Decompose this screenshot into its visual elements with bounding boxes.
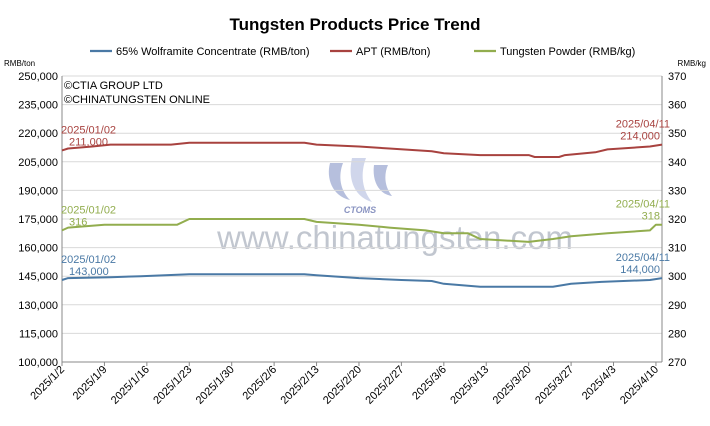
- annotation-value: 143,000: [69, 266, 109, 278]
- annotation-date: 2025/01/02: [61, 254, 116, 266]
- left-axis-unit: RMB/ton: [4, 59, 35, 68]
- right-axis-unit: RMB/kg: [678, 59, 706, 68]
- legend-label: Tungsten Powder (RMB/kg): [500, 46, 635, 58]
- left-tick-label: 100,000: [18, 357, 58, 369]
- left-tick-label: 190,000: [18, 185, 58, 197]
- series-line: [61, 218, 662, 243]
- series-line: [61, 273, 663, 288]
- legend: 65% Wolframite Concentrate (RMB/ton) APT …: [90, 46, 635, 58]
- legend-item: APT (RMB/ton): [330, 46, 430, 58]
- annotation-value: 214,000: [620, 131, 660, 143]
- left-tick-label: 160,000: [18, 243, 58, 255]
- annotation-value: 316: [69, 216, 87, 228]
- left-tick-label: 205,000: [18, 157, 58, 169]
- annotation-date: 2025/01/02: [61, 124, 116, 136]
- annotation-date: 2025/04/11: [616, 252, 670, 264]
- ctoms-logo-text: CTOMS: [344, 205, 376, 215]
- legend-item: 65% Wolframite Concentrate (RMB/ton): [90, 46, 310, 58]
- right-tick-label: 340: [668, 157, 686, 169]
- annotation-value: 144,000: [620, 264, 660, 276]
- left-tick-label: 145,000: [18, 271, 58, 283]
- annotation-value: 318: [642, 211, 660, 223]
- legend-label: APT (RMB/ton): [356, 46, 430, 58]
- left-tick-label: 130,000: [18, 300, 58, 312]
- left-axis-ticks: 100,000 115,000 130,000 145,000 160,000 175,0…: [18, 71, 58, 369]
- annotation-value: 211,000: [69, 136, 108, 148]
- left-tick-label: 235,000: [18, 100, 58, 112]
- legend-label: 65% Wolframite Concentrate (RMB/ton): [116, 46, 310, 58]
- series-lines: [61, 141, 663, 288]
- annotation-date: 2025/04/11: [616, 199, 670, 211]
- copyright-line-1: ©CTIA GROUP LTD: [64, 80, 163, 92]
- legend-item: Tungsten Powder (RMB/kg): [474, 46, 635, 58]
- left-tick-label: 175,000: [18, 214, 58, 226]
- right-tick-label: 300: [668, 271, 686, 283]
- right-tick-label: 290: [668, 300, 686, 312]
- right-tick-label: 330: [668, 185, 686, 197]
- chart-title: Tungsten Products Price Trend: [230, 15, 481, 34]
- annotation-date: 2025/04/11: [616, 119, 670, 131]
- right-tick-label: 320: [668, 214, 686, 226]
- watermark-url: www.chinatungsten.com: [216, 219, 573, 256]
- right-axis-ticks: 270 280 290 300 310 320 330 340 350 360 370: [668, 71, 686, 369]
- right-tick-label: 270: [668, 357, 686, 369]
- watermark: CTOMS www.chinatungsten.com: [216, 158, 573, 256]
- right-tick-label: 370: [668, 71, 686, 83]
- annotation-date: 2025/01/02: [61, 204, 116, 216]
- right-tick-label: 280: [668, 328, 686, 340]
- right-tick-label: 350: [668, 128, 686, 140]
- right-tick-label: 360: [668, 100, 686, 112]
- ctoms-logo: CTOMS: [328, 158, 392, 215]
- right-tick-label: 310: [668, 243, 686, 255]
- annotations: 2025/01/02143,0002025/04/11144,0002025/0…: [61, 119, 670, 278]
- left-tick-label: 115,000: [19, 328, 58, 340]
- axes: [61, 76, 663, 363]
- left-tick-label: 220,000: [18, 128, 58, 140]
- series-line: [61, 141, 663, 158]
- left-tick-label: 250,000: [18, 71, 58, 83]
- copyright-line-2: ©CHINATUNGSTEN ONLINE: [64, 94, 210, 106]
